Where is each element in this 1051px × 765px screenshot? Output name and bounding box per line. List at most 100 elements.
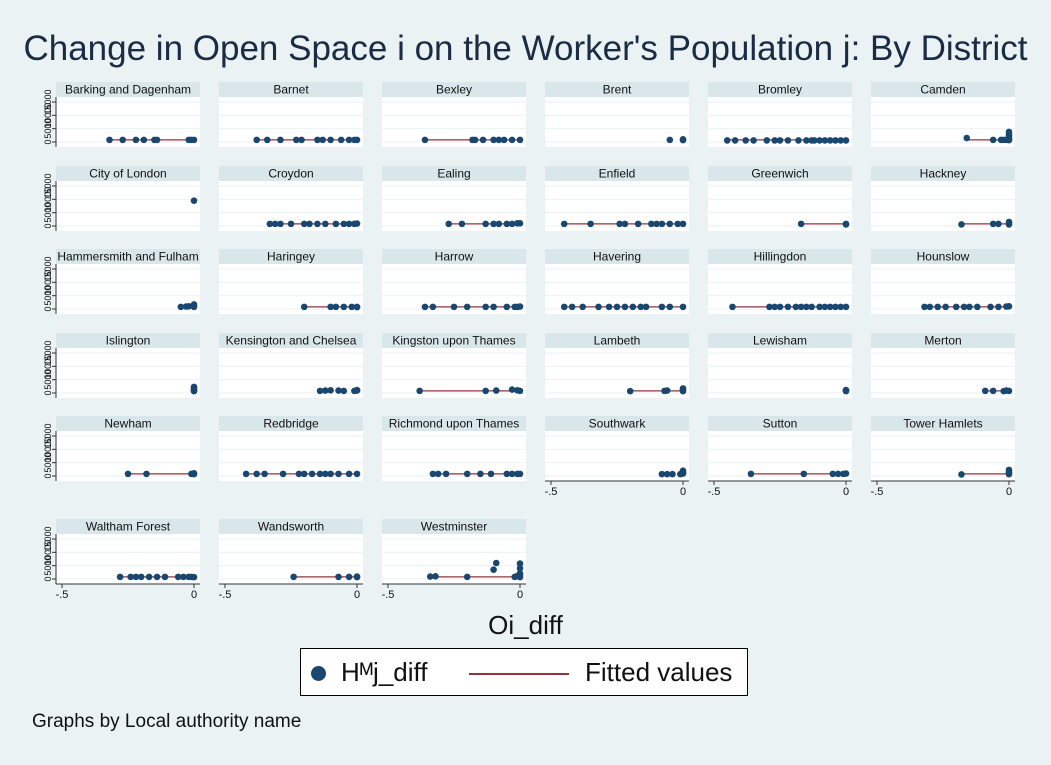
- panel-header: [56, 333, 200, 348]
- data-point: [426, 573, 434, 580]
- y-tick-label: 10000: [43, 270, 53, 295]
- data-point: [190, 197, 198, 204]
- y-tick-label: 15000: [43, 89, 53, 114]
- panel-header: [545, 416, 689, 431]
- data-point: [989, 220, 997, 228]
- data-point: [416, 387, 423, 395]
- data-point: [161, 573, 169, 581]
- data-point: [180, 573, 187, 581]
- data-point: [495, 136, 503, 144]
- panel-title: Lewisham: [753, 334, 807, 348]
- data-point: [987, 303, 994, 311]
- data-point: [353, 386, 361, 394]
- data-point: [140, 136, 148, 144]
- data-point: [434, 470, 442, 478]
- data-point: [292, 136, 300, 144]
- data-point: [958, 471, 965, 478]
- data-point: [463, 303, 471, 311]
- data-point: [145, 573, 153, 581]
- data-point: [952, 303, 960, 311]
- data-point: [1003, 136, 1010, 144]
- panel: Kensington and Chelsea: [219, 333, 363, 398]
- data-point: [242, 470, 250, 478]
- panel: Havering: [545, 249, 689, 314]
- data-point: [463, 470, 471, 478]
- panel: Sutton -.5 0: [708, 416, 852, 498]
- data-point: [298, 136, 305, 144]
- plot-region: [382, 431, 526, 481]
- data-point: [560, 220, 568, 228]
- panel-header: [219, 166, 363, 181]
- data-point: [771, 303, 779, 311]
- data-point: [471, 136, 479, 144]
- data-point: [516, 470, 524, 478]
- data-point: [266, 220, 274, 228]
- panel-title: Kensington and Chelsea: [226, 334, 357, 348]
- x-tick-label: 0: [680, 486, 686, 498]
- data-point: [308, 470, 316, 478]
- data-point: [629, 303, 637, 311]
- data-point: [442, 470, 450, 478]
- panel: Barnet: [219, 82, 363, 147]
- data-point: [335, 573, 342, 581]
- y-tick-label: 10000: [43, 354, 53, 379]
- panel-title: Redbridge: [263, 417, 319, 431]
- panel-header: [871, 333, 1015, 348]
- panel-title: Croydon: [268, 167, 313, 181]
- data-point: [658, 303, 666, 311]
- data-point: [666, 303, 674, 311]
- panel: Southwark -.5 0: [545, 416, 689, 498]
- data-point: [421, 136, 429, 144]
- data-point: [784, 303, 792, 311]
- data-point: [666, 220, 674, 228]
- panel-title: Haringey: [267, 250, 315, 264]
- panel-header: [545, 82, 689, 97]
- panel-title: Enfield: [599, 167, 636, 181]
- data-point: [508, 470, 516, 478]
- data-point: [295, 470, 303, 478]
- data-point: [353, 470, 361, 478]
- data-point: [981, 387, 989, 395]
- data-point: [153, 136, 161, 144]
- y-tick-label: 5000: [43, 286, 53, 306]
- panel-title: Greenwich: [751, 167, 808, 181]
- data-point: [837, 303, 845, 311]
- data-point: [784, 137, 792, 144]
- data-point: [306, 220, 313, 228]
- y-tick-label: 5000: [43, 370, 53, 390]
- data-point: [742, 137, 749, 144]
- data-point: [106, 136, 113, 144]
- panel: Harrow: [382, 249, 526, 314]
- y-tick-label: 0: [43, 473, 53, 478]
- data-point: [327, 136, 334, 144]
- panel: Greenwich: [708, 166, 852, 231]
- plot-region: [708, 431, 852, 481]
- panel-title: Southwark: [589, 417, 647, 431]
- panel-header: [708, 249, 852, 264]
- panel-header: [382, 166, 526, 181]
- data-point: [816, 137, 823, 144]
- y-tick-label: 10000: [43, 540, 53, 565]
- y-tick-label: 0: [43, 223, 53, 228]
- panel: Hounslow: [871, 249, 1015, 314]
- data-point: [492, 387, 500, 394]
- y-tick-label: 0: [43, 139, 53, 144]
- data-point: [327, 470, 334, 478]
- data-point: [319, 136, 326, 144]
- data-point: [500, 136, 508, 144]
- data-point: [842, 137, 850, 144]
- panel-header: [219, 333, 363, 348]
- data-point: [335, 387, 342, 394]
- data-point: [776, 303, 784, 311]
- data-point: [429, 470, 437, 478]
- data-point: [190, 470, 198, 477]
- plot-region: [382, 534, 526, 584]
- data-point: [679, 220, 687, 228]
- data-point: [253, 470, 260, 478]
- data-point: [327, 387, 334, 394]
